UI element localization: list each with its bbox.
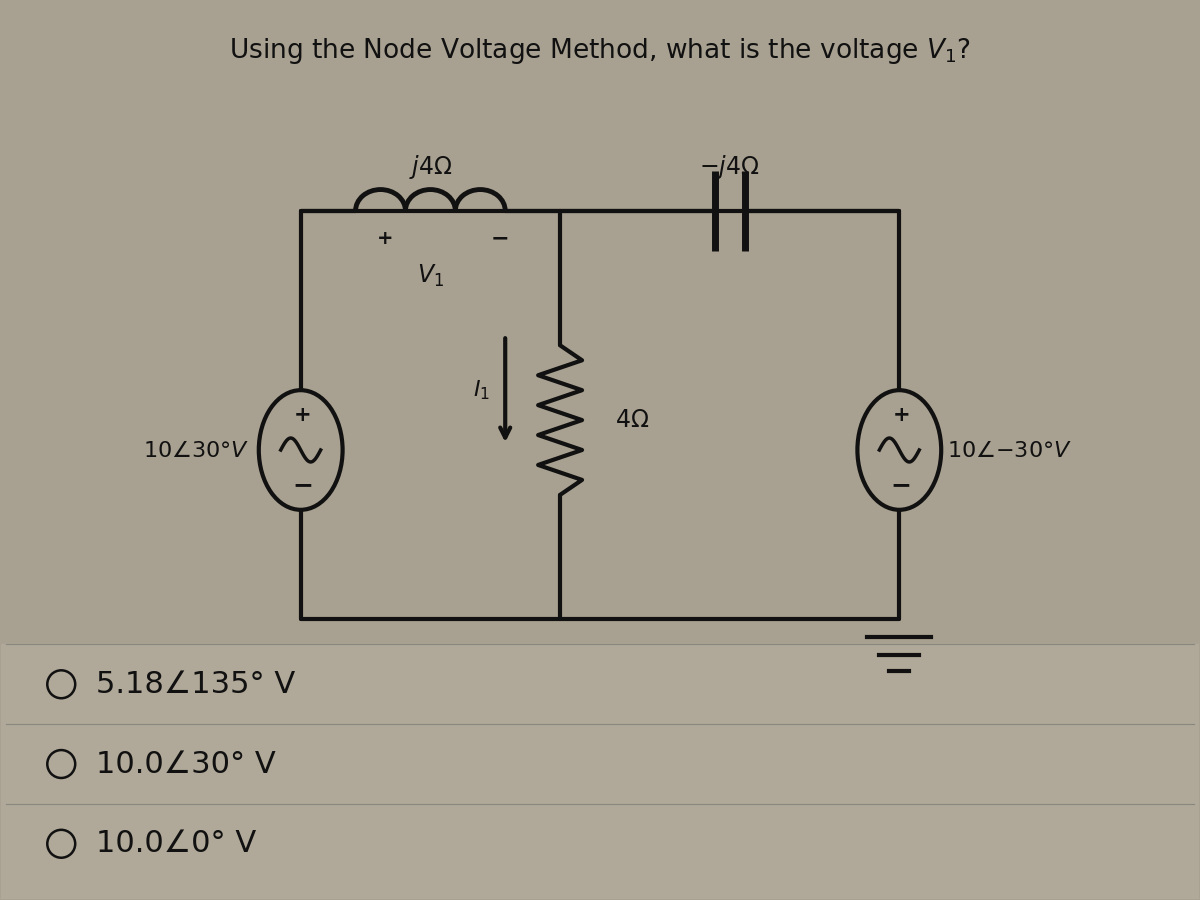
Text: +: +	[377, 230, 394, 248]
Text: $j4\Omega$: $j4\Omega$	[409, 153, 452, 181]
Text: $-j4\Omega$: $-j4\Omega$	[700, 153, 760, 181]
Text: Using the Node Voltage Method, what is the voltage $V_1$?: Using the Node Voltage Method, what is t…	[229, 36, 971, 67]
Text: −: −	[292, 472, 313, 497]
Text: $4\Omega$: $4\Omega$	[614, 408, 649, 432]
Text: $10\angle30°V$: $10\angle30°V$	[143, 439, 250, 461]
Text: +: +	[294, 405, 312, 425]
Text: $I_1$: $I_1$	[473, 378, 491, 402]
Text: 5.18∠135° V: 5.18∠135° V	[96, 670, 295, 698]
Text: +: +	[893, 405, 910, 425]
FancyBboxPatch shape	[1, 644, 1199, 898]
Text: $V_1$: $V_1$	[416, 263, 444, 289]
Text: −: −	[491, 229, 510, 248]
Text: 10.0∠30° V: 10.0∠30° V	[96, 750, 276, 778]
Text: −: −	[890, 472, 912, 497]
Text: $10\angle{-30°}V$: $10\angle{-30°}V$	[947, 439, 1072, 461]
Text: 10.0∠0° V: 10.0∠0° V	[96, 829, 257, 859]
